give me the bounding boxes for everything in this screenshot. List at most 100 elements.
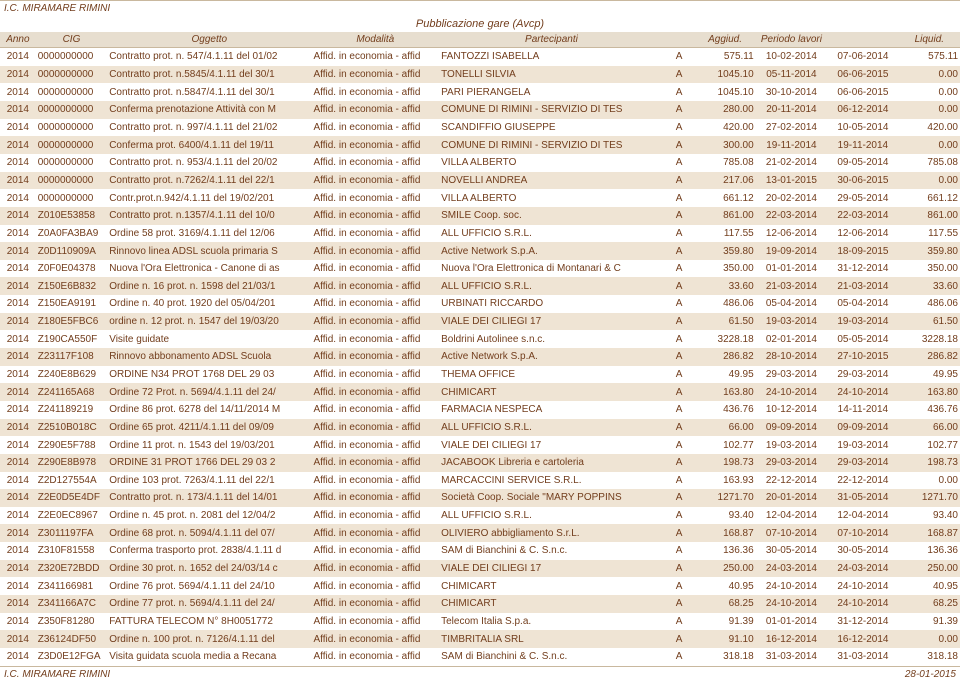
table-row: 20140000000000Conferma prot. 6400/4.1.11… (0, 136, 960, 154)
cell: 24-10-2014 (756, 383, 827, 401)
cell: 3228.18 (899, 330, 960, 348)
cell: Nuova l'Ora Elettronica - Canone di as (107, 260, 311, 278)
cell: 14-11-2014 (827, 401, 898, 419)
cell: 102.77 (694, 436, 755, 454)
cell: 0000000000 (36, 119, 107, 137)
cell: 318.18 (899, 648, 960, 666)
cell: 02-01-2014 (756, 330, 827, 348)
cell: 168.87 (899, 524, 960, 542)
cell: 436.76 (899, 401, 960, 419)
cell: CHIMICART (439, 595, 664, 613)
cell: Z350F81280 (36, 613, 107, 631)
cell: 420.00 (694, 119, 755, 137)
cell: Affid. in economia - affid (311, 207, 439, 225)
cell: Visite guidate (107, 330, 311, 348)
cell: 2014 (0, 542, 36, 560)
cell: Ordine n. 100 prot. n. 7126/4.1.11 del (107, 630, 311, 648)
cell: Affid. in economia - affid (311, 101, 439, 119)
footer-left: I.C. MIRAMARE RIMINI (4, 669, 110, 680)
cell: 2014 (0, 136, 36, 154)
cell: Z290E5F788 (36, 436, 107, 454)
cell: VIALE DEI CILIEGI 17 (439, 436, 664, 454)
cell: 0.00 (899, 83, 960, 101)
cell: 0.00 (899, 630, 960, 648)
col-header: Anno (0, 32, 36, 48)
cell: A (664, 436, 695, 454)
cell: A (664, 613, 695, 631)
table-row: 20140000000000Conferma prenotazione Atti… (0, 101, 960, 119)
cell: 40.95 (694, 577, 755, 595)
cell: 12-06-2014 (827, 225, 898, 243)
cell: 1045.10 (694, 83, 755, 101)
cell: 0000000000 (36, 136, 107, 154)
table-row: 20140000000000Contr.prot.n.942/4.1.11 de… (0, 189, 960, 207)
cell: Affid. in economia - affid (311, 472, 439, 490)
cell: 286.82 (694, 348, 755, 366)
cell: 1271.70 (694, 489, 755, 507)
cell: TONELLI SILVIA (439, 66, 664, 84)
table-row: 2014Z290E8B978ORDINE 31 PROT 1766 DEL 29… (0, 454, 960, 472)
cell: 198.73 (899, 454, 960, 472)
cell: 05-04-2014 (756, 295, 827, 313)
cell: A (664, 577, 695, 595)
cell: Telecom Italia S.p.a. (439, 613, 664, 631)
cell: Z3D0E12FGA (36, 648, 107, 666)
cell: A (664, 172, 695, 190)
cell: FATTURA TELECOM N° 8H0051772 (107, 613, 311, 631)
cell: 420.00 (899, 119, 960, 137)
cell: A (664, 383, 695, 401)
cell: 20-11-2014 (756, 101, 827, 119)
cell: 09-09-2014 (756, 419, 827, 437)
cell: 2014 (0, 277, 36, 295)
table-row: 20140000000000Contratto prot. n. 997/4.1… (0, 119, 960, 137)
cell: 66.00 (899, 419, 960, 437)
cell: Ordine n. 16 prot. n. 1598 del 21/03/1 (107, 277, 311, 295)
cell: OLIVIERO abbigliamento S.r.L. (439, 524, 664, 542)
cell: 29-05-2014 (827, 189, 898, 207)
cell: Z3011197FA (36, 524, 107, 542)
table-row: 2014Z320E72BDDOrdine 30 prot. n. 1652 de… (0, 560, 960, 578)
cell: 350.00 (694, 260, 755, 278)
cell: FANTOZZI ISABELLA (439, 48, 664, 66)
cell: Ordine 30 prot. n. 1652 del 24/03/14 c (107, 560, 311, 578)
col-header (827, 32, 898, 48)
table-row: 2014Z23117F108Rinnovo abbonamento ADSL S… (0, 348, 960, 366)
cell: SMILE Coop. soc. (439, 207, 664, 225)
table-row: 2014Z350F81280FATTURA TELECOM N° 8H00517… (0, 613, 960, 631)
cell: 2014 (0, 383, 36, 401)
cell: 31-12-2014 (827, 260, 898, 278)
cell: 29-03-2014 (756, 454, 827, 472)
cell: 2014 (0, 48, 36, 66)
cell: 136.36 (694, 542, 755, 560)
cell: Rinnovo abbonamento ADSL Scuola (107, 348, 311, 366)
cell: 09-09-2014 (827, 419, 898, 437)
cell: 13-01-2015 (756, 172, 827, 190)
cell: Affid. in economia - affid (311, 560, 439, 578)
cell: A (664, 454, 695, 472)
col-header: Partecipanti (439, 32, 664, 48)
cell: Affid. in economia - affid (311, 154, 439, 172)
cell: A (664, 595, 695, 613)
cell: Rinnovo linea ADSL scuola primaria S (107, 242, 311, 260)
cell: ALL UFFICIO S.R.L. (439, 225, 664, 243)
cell: 785.08 (899, 154, 960, 172)
cell: Ordine 65 prot. 4211/4.1.11 del 09/09 (107, 419, 311, 437)
cell: 2014 (0, 260, 36, 278)
cell: 2014 (0, 66, 36, 84)
cell: 0.00 (899, 101, 960, 119)
cell: A (664, 260, 695, 278)
cell: ALL UFFICIO S.R.L. (439, 419, 664, 437)
cell: Contratto prot. n. 547/4.1.11 del 01/02 (107, 48, 311, 66)
cell: 31-12-2014 (827, 613, 898, 631)
cell: 2014 (0, 436, 36, 454)
cell: 2014 (0, 401, 36, 419)
cell: Affid. in economia - affid (311, 189, 439, 207)
cell: 436.76 (694, 401, 755, 419)
cell: Affid. in economia - affid (311, 454, 439, 472)
cell: 16-12-2014 (756, 630, 827, 648)
col-header: Liquid. (899, 32, 960, 48)
cell: 09-05-2014 (827, 154, 898, 172)
cell: 20-01-2014 (756, 489, 827, 507)
cell: 24-10-2014 (827, 595, 898, 613)
col-header: Oggetto (107, 32, 311, 48)
